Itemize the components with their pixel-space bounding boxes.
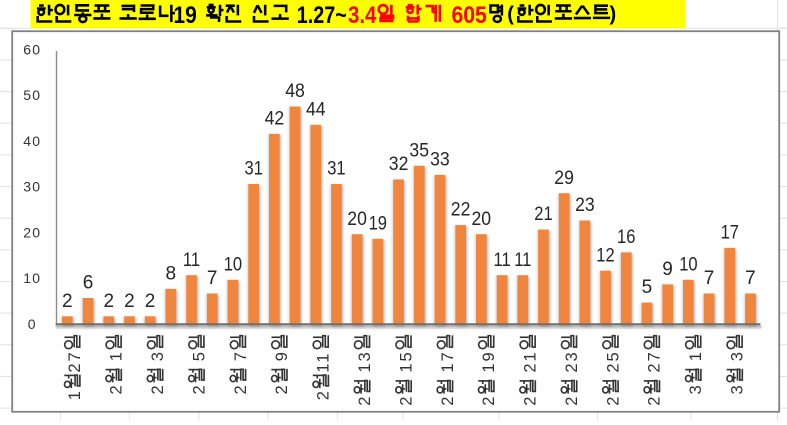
svg-text:5: 5	[190, 350, 208, 361]
svg-text:2: 2	[480, 395, 498, 406]
svg-text:11: 11	[315, 352, 333, 373]
svg-text:8: 8	[166, 264, 177, 285]
svg-text:16: 16	[617, 227, 635, 248]
svg-text:27: 27	[646, 350, 664, 372]
svg-text:15: 15	[397, 350, 415, 372]
svg-text:2: 2	[124, 291, 135, 312]
svg-text:11: 11	[183, 250, 200, 271]
svg-text:35: 35	[409, 140, 429, 161]
svg-text:605: 605	[452, 2, 487, 29]
svg-text:1: 1	[66, 389, 84, 400]
svg-text:27: 27	[66, 350, 84, 372]
svg-text:6: 6	[83, 273, 94, 294]
svg-text:2: 2	[604, 395, 622, 406]
svg-text:2: 2	[397, 395, 415, 406]
svg-text:11: 11	[494, 250, 511, 271]
svg-text:19: 19	[369, 213, 387, 234]
svg-text:33: 33	[430, 150, 450, 171]
svg-text:19: 19	[173, 2, 196, 29]
svg-text:48: 48	[285, 81, 305, 102]
svg-text:3: 3	[729, 383, 747, 394]
svg-text:1: 1	[108, 350, 126, 361]
svg-text:30: 30	[23, 179, 41, 195]
svg-text:32: 32	[389, 154, 409, 175]
svg-text:40: 40	[23, 133, 41, 149]
svg-text:7: 7	[207, 268, 218, 289]
svg-text:2: 2	[62, 291, 73, 312]
svg-text:11: 11	[514, 250, 531, 271]
svg-text:19: 19	[480, 350, 498, 372]
svg-text:31: 31	[245, 159, 263, 180]
svg-text:(: (	[507, 4, 514, 26]
svg-text:10: 10	[679, 254, 697, 275]
svg-text:2: 2	[273, 383, 291, 394]
svg-text:9: 9	[273, 350, 291, 361]
svg-text:2: 2	[356, 395, 374, 406]
svg-text:2: 2	[439, 395, 457, 406]
svg-text:21: 21	[534, 204, 552, 225]
svg-text:13: 13	[356, 350, 374, 372]
svg-text:20: 20	[472, 209, 492, 230]
svg-text:7: 7	[745, 268, 756, 289]
svg-text:2: 2	[190, 383, 208, 394]
svg-text:42: 42	[265, 109, 285, 130]
svg-text:2: 2	[104, 291, 115, 312]
svg-text:20: 20	[23, 224, 41, 240]
svg-text:7: 7	[704, 268, 715, 289]
svg-text:17: 17	[721, 223, 739, 244]
svg-text:2: 2	[646, 395, 664, 406]
svg-text:29: 29	[554, 168, 574, 189]
svg-text:2: 2	[145, 291, 156, 312]
svg-text:7: 7	[232, 350, 250, 361]
svg-text:12: 12	[596, 245, 614, 266]
svg-text:10: 10	[23, 270, 41, 286]
svg-text:20: 20	[347, 209, 367, 230]
svg-text:0: 0	[28, 316, 37, 332]
svg-text:3: 3	[687, 383, 705, 394]
svg-text:22: 22	[451, 200, 471, 221]
svg-text:5: 5	[642, 277, 653, 298]
svg-text:31: 31	[327, 159, 345, 180]
svg-text:2: 2	[315, 389, 333, 400]
svg-text:): )	[610, 4, 617, 26]
svg-text:50: 50	[23, 87, 41, 103]
svg-text:9: 9	[662, 259, 673, 280]
svg-text:1.27~: 1.27~	[297, 2, 347, 29]
svg-text:60: 60	[23, 42, 41, 58]
svg-text:2: 2	[563, 395, 581, 406]
svg-text:3: 3	[149, 350, 167, 361]
svg-text:2: 2	[108, 383, 126, 394]
svg-text:2: 2	[232, 383, 250, 394]
svg-text:1: 1	[687, 350, 705, 361]
svg-text:23: 23	[575, 195, 595, 216]
svg-text:2: 2	[522, 395, 540, 406]
svg-text:10: 10	[224, 254, 242, 275]
svg-text:44: 44	[306, 99, 326, 120]
svg-text:21: 21	[522, 350, 540, 372]
svg-text:3: 3	[729, 350, 747, 361]
svg-text:17: 17	[439, 350, 457, 372]
svg-text:25: 25	[604, 350, 622, 372]
svg-text:23: 23	[563, 350, 581, 372]
svg-text:3.4: 3.4	[348, 2, 377, 29]
svg-text:2: 2	[149, 383, 167, 394]
